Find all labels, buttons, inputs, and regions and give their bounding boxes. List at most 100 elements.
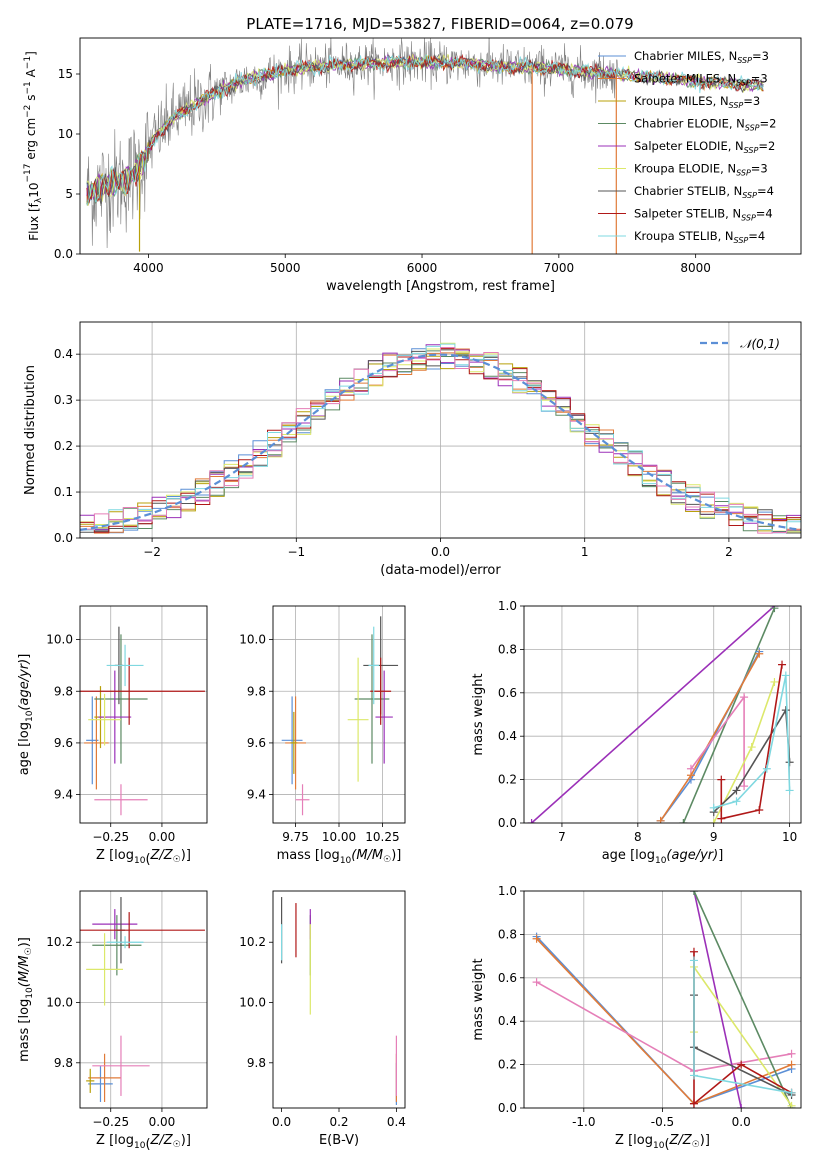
label-part: (	[145, 852, 150, 867]
weight-line	[693, 995, 792, 1096]
y-tick-label: 0.6	[498, 971, 517, 985]
weight-line	[720, 664, 783, 820]
legend-name: Chabrier STELIB, N	[634, 184, 742, 198]
legend-name: Kroupa ELODIE, N	[634, 162, 736, 176]
legend-name: Kroupa STELIB, N	[634, 229, 734, 243]
label-part: mass [log	[277, 848, 340, 863]
weight_vs_Z-panel: -1.0 -0.5 0.0 0.0 0.2 0.4 0.6 0.8 1.0 Z [log10(Z/…	[471, 884, 802, 1152]
x-tick-label: 6000	[407, 261, 438, 275]
legend-entry: Salpeter STELIB, NSSP=4	[634, 207, 773, 223]
x-tick-label: 0.2	[329, 1115, 348, 1129]
legend-name: Kroupa MILES, N	[634, 94, 729, 108]
weight-marker	[732, 786, 741, 795]
errorbar-point	[92, 1035, 150, 1096]
errorbar-point	[375, 670, 393, 764]
y-tick-label: 9.8	[247, 1056, 266, 1070]
legend-nssp: =3	[751, 162, 768, 176]
label-part: 10	[655, 856, 667, 866]
x-axis-label: wavelength [Angstrom, rest frame]	[326, 279, 555, 294]
y-tick-label: 9.6	[247, 736, 266, 750]
weight-marker	[689, 947, 698, 956]
errorbar-point	[347, 657, 369, 782]
label-part: −2	[23, 105, 33, 118]
legend-sub: SSP	[729, 101, 744, 110]
y-tick-label: 0.4	[498, 729, 517, 743]
y-axis-label: mass weight	[471, 673, 486, 755]
errorbar-point	[290, 711, 298, 774]
errorbar-point	[281, 696, 303, 785]
weight-line	[536, 981, 792, 1072]
weight-marker	[737, 1060, 746, 1069]
errorbar-point	[94, 784, 148, 816]
weight-marker	[689, 1099, 698, 1108]
weight-line	[536, 936, 792, 1105]
x-axis-label: mass [log10(M/M☉)]	[277, 848, 402, 866]
y-tick-label: 9.8	[247, 684, 266, 698]
mass_vs_ebv-plot-area	[281, 897, 397, 1105]
label-part: )]	[17, 937, 32, 947]
normal-reference-curve	[80, 353, 801, 531]
y-tick-label: 9.6	[54, 736, 73, 750]
weight-marker	[740, 693, 749, 702]
x-tick-label: 2	[725, 545, 733, 559]
y-tick-label: 0.2	[498, 773, 517, 787]
spectrum-panel: 4000 5000 6000 7000 8000 0.0 5 10 15 wavelength […	[23, 37, 802, 294]
weight-line	[531, 606, 775, 823]
weight-marker	[740, 782, 749, 791]
label-part: age [log	[602, 848, 655, 863]
weight-marker	[709, 803, 718, 812]
age_vs_Z-panel: −0.25 0.009.49.69.810.0Z [log10(Z/Z☉)]age…	[17, 605, 208, 867]
x-tick-label: 7	[558, 830, 566, 844]
x-tick-label: 4000	[133, 261, 164, 275]
x-axis-label: age [log10(age/yr)]	[602, 848, 724, 866]
legend-entry: Chabrier ELODIE, NSSP=2	[634, 117, 776, 133]
label-part: Z/Z	[150, 848, 174, 863]
x-tick-label: 0.4	[387, 1115, 406, 1129]
legend-nssp: =3	[751, 72, 768, 86]
label-part: )]	[391, 848, 401, 863]
errorbar-point	[88, 1065, 113, 1102]
y-tick-label: 0.2	[498, 1058, 517, 1072]
weight-marker	[709, 819, 718, 823]
x-tick-label: −0.25	[92, 1115, 129, 1129]
weight-marker	[689, 956, 698, 965]
errorbar-point	[80, 657, 205, 725]
y-axis-label: Flux [fλ10−17 erg cm−2 s−1 A−1]	[23, 51, 44, 241]
axes-frame	[523, 605, 802, 824]
legend-name: Salpeter ELODIE, N	[634, 139, 744, 153]
weight-marker	[689, 891, 698, 895]
x-tick-label: −1	[287, 545, 305, 559]
legend-name: Chabrier MILES, N	[634, 49, 737, 63]
x-tick-label: 0.00	[149, 830, 176, 844]
y-tick-label: 0.0	[498, 1101, 517, 1115]
x-tick-label: −0.25	[92, 830, 129, 844]
label-part: ]	[718, 848, 723, 863]
label-part: λ	[34, 197, 44, 203]
weight-line	[693, 951, 792, 1106]
weight-marker	[732, 797, 741, 806]
label-part: 10	[134, 856, 146, 866]
y-tick-label: 10.2	[46, 935, 73, 949]
y-tick-label: 10.0	[46, 633, 73, 647]
weight-marker	[785, 758, 794, 767]
errorbar-point	[295, 784, 310, 816]
weight-marker	[532, 934, 541, 943]
age_vs_Z-plot-area	[80, 626, 205, 816]
errorbar-point	[368, 626, 379, 705]
legend-entry: Chabrier MILES, NSSP=3	[634, 49, 769, 65]
axes-frame	[272, 605, 406, 824]
label-part: (M/M	[17, 955, 32, 987]
y-tick-label: 0.4	[498, 1014, 517, 1028]
errorbar-point	[88, 1053, 121, 1102]
label-part: 10	[340, 856, 352, 866]
weight-marker	[656, 816, 665, 823]
legend-sub: SSP	[737, 56, 752, 65]
weight-line	[693, 960, 792, 1094]
label-part: A	[24, 68, 38, 81]
x-tick-label: 9.75	[282, 830, 309, 844]
label-part: Flux [f	[27, 202, 41, 240]
errorbar-point	[106, 936, 144, 949]
age_vs_mass-plot-area	[281, 616, 399, 816]
